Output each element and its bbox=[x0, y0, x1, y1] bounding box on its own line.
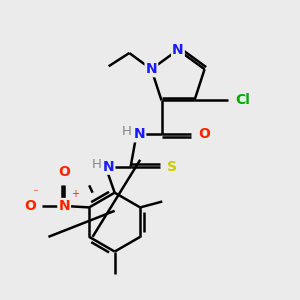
Text: ⁻: ⁻ bbox=[32, 189, 38, 199]
Text: Cl: Cl bbox=[236, 94, 250, 107]
Text: N: N bbox=[146, 62, 157, 76]
Text: N: N bbox=[134, 128, 145, 141]
Text: H: H bbox=[122, 125, 132, 139]
Text: H: H bbox=[91, 158, 101, 171]
Text: O: O bbox=[198, 128, 210, 141]
Text: N: N bbox=[58, 199, 70, 213]
Text: O: O bbox=[24, 199, 36, 213]
Text: +: + bbox=[71, 189, 80, 199]
Text: S: S bbox=[167, 160, 177, 174]
Text: O: O bbox=[58, 165, 70, 179]
Text: N: N bbox=[103, 160, 114, 174]
Text: N: N bbox=[172, 43, 184, 57]
